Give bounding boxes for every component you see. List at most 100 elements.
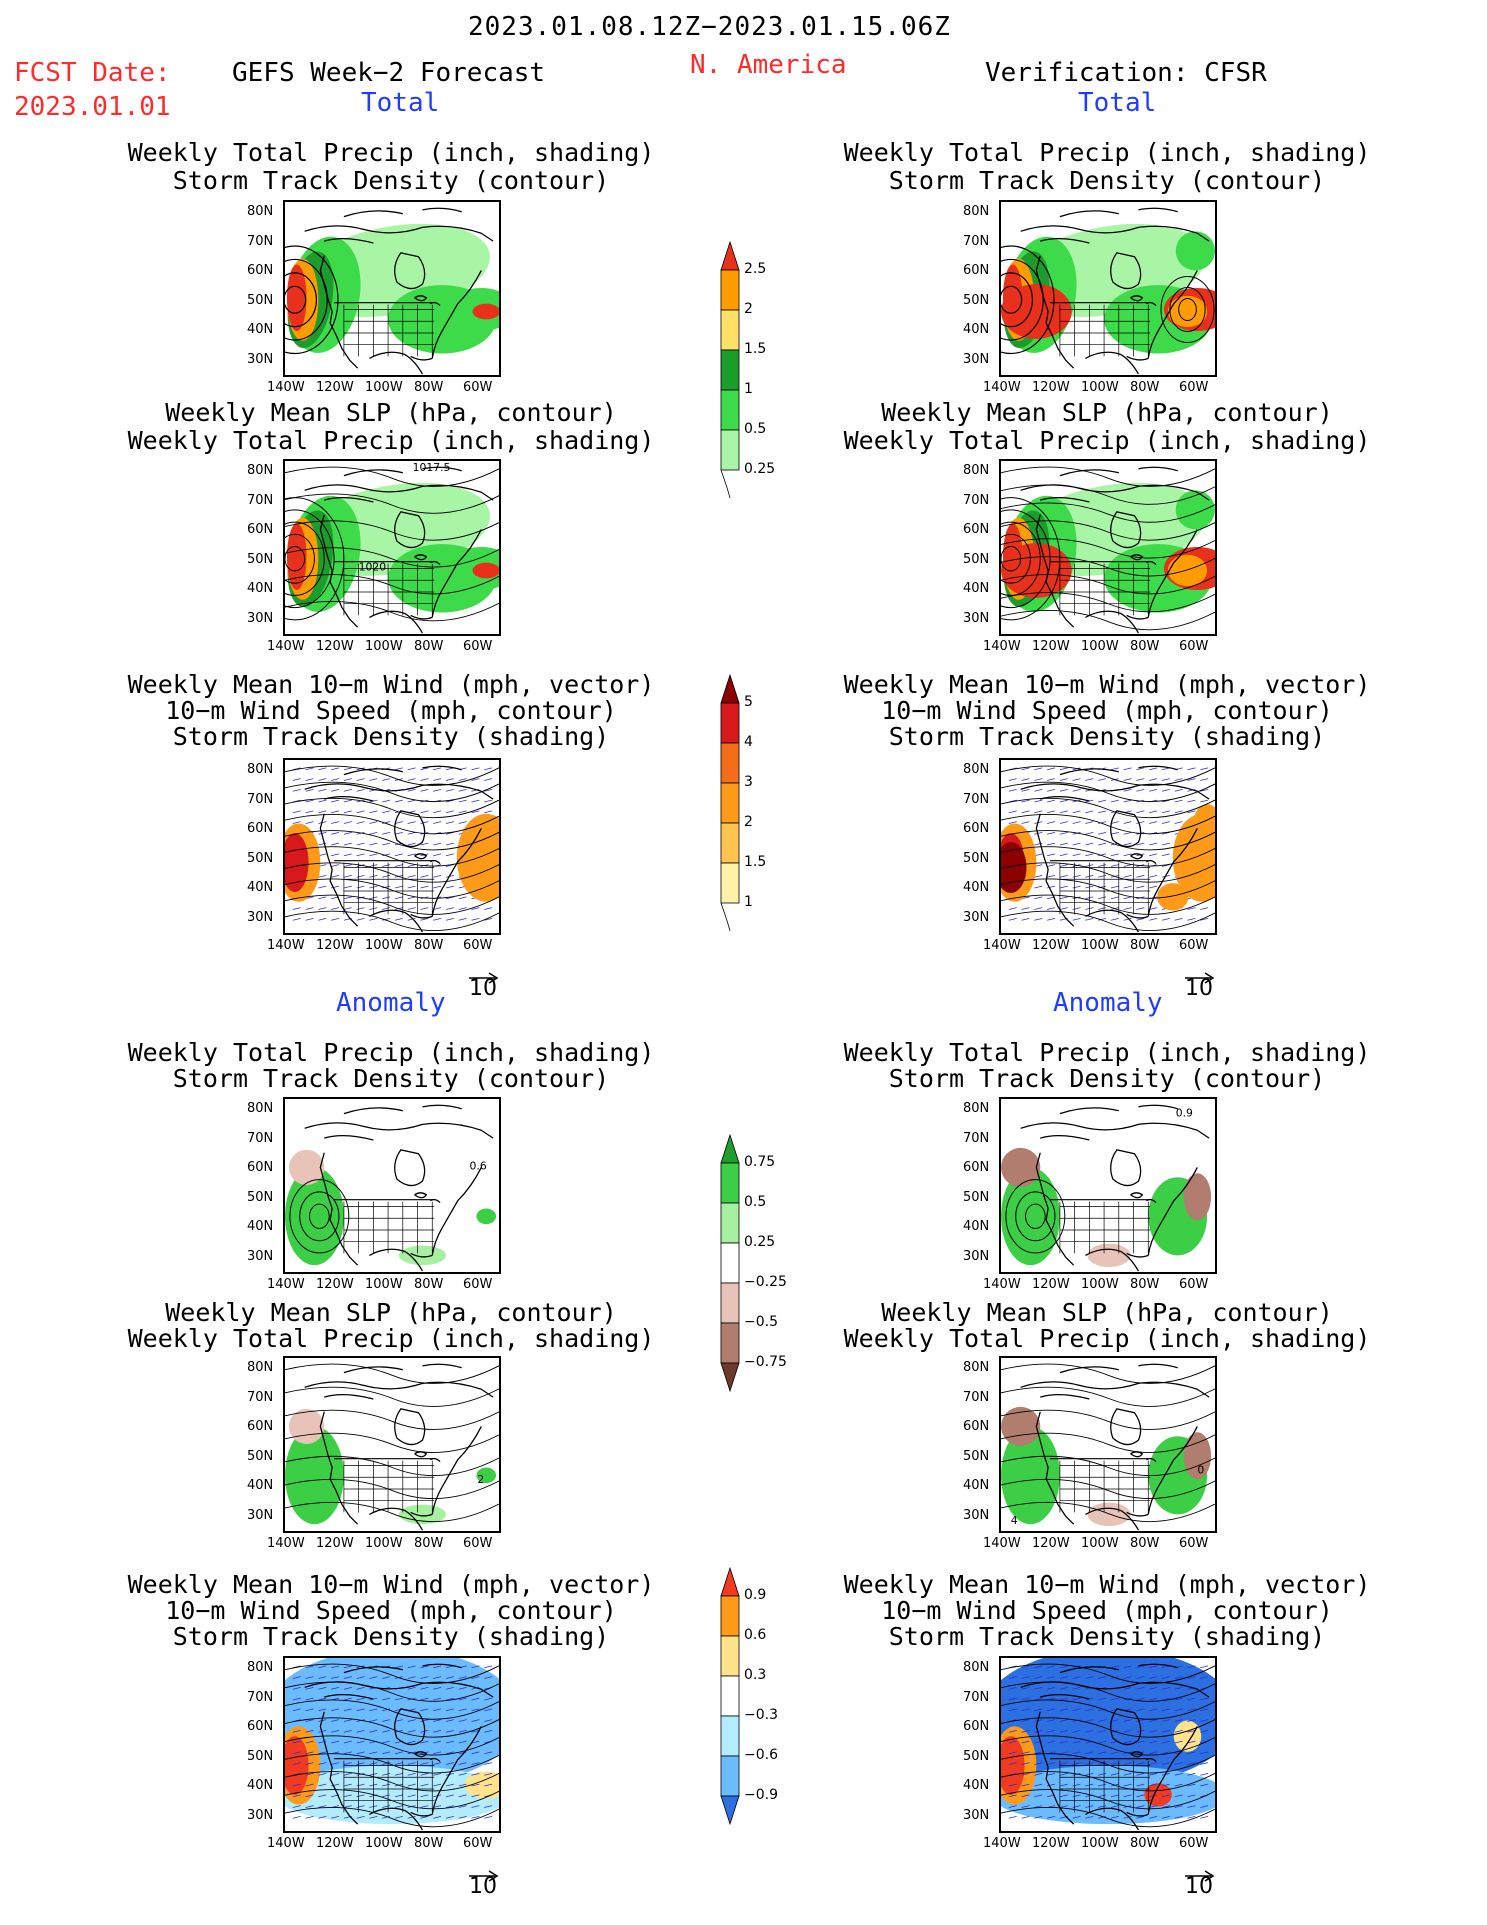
lat-label: 80N: [963, 1101, 990, 1116]
map-plot: [285, 207, 499, 375]
contour-label: 1017.5: [413, 461, 451, 474]
panel-title-line: Weekly Mean SLP (hPa, contour): [165, 398, 617, 427]
lon-label: 120W: [1032, 1836, 1070, 1851]
map-panel-precip-fcst: [283, 200, 501, 377]
lat-label: 30N: [963, 909, 990, 925]
lat-label: 50N: [963, 292, 990, 308]
map-plot: [1001, 466, 1215, 634]
panel-title-line: 10−m Wind Speed (mph, contour): [881, 1596, 1333, 1625]
map-plot: [285, 1658, 499, 1831]
panel-title-line: Storm Track Density (contour): [172, 1064, 610, 1093]
panel-title-line: Weekly Mean 10−m Wind (mph, vector): [843, 670, 1371, 699]
lat-label: 60N: [963, 263, 990, 278]
map-plot: 0.6: [285, 1104, 497, 1272]
section-total-right: Total: [1078, 88, 1157, 118]
lat-label: 30N: [963, 1248, 990, 1264]
lat-label: 40N: [963, 322, 990, 337]
lon-label: 60W: [463, 639, 493, 654]
lat-label: 80N: [963, 1360, 990, 1375]
lat-label: 40N: [963, 880, 990, 895]
lon-label: 120W: [1032, 1536, 1070, 1551]
lon-label: 80W: [1130, 938, 1160, 953]
lon-label: 140W: [983, 1836, 1021, 1851]
vector-ref-value: 10: [469, 1874, 497, 1899]
lat-label: 70N: [963, 492, 990, 508]
panel-title-line: 10−m Wind Speed (mph, contour): [165, 696, 617, 725]
lat-label: 80N: [247, 1360, 274, 1375]
lat-label: 70N: [247, 492, 274, 508]
lon-label: 80W: [414, 1277, 444, 1292]
contour-label: 0.9: [1176, 1107, 1193, 1120]
lat-label: 70N: [247, 1389, 274, 1405]
map-panel-aslp-fcst: 2: [283, 1356, 501, 1533]
lon-label: 80W: [414, 1536, 444, 1551]
lon-label: 100W: [365, 938, 403, 953]
lon-label: 60W: [1179, 380, 1209, 395]
panel-title-line: Weekly Mean SLP (hPa, contour): [881, 398, 1333, 427]
map-plot: 0.9: [1001, 1104, 1212, 1272]
map-panel-wind-ver: [999, 758, 1217, 935]
lat-label: 60N: [963, 1160, 990, 1175]
lon-label: 120W: [316, 1277, 354, 1292]
lat-label: 70N: [247, 1130, 274, 1146]
colorbar-label: −0.6: [744, 1747, 778, 1763]
colorbar-label: 0.25: [744, 1234, 776, 1250]
colorbar-label: 1.5: [744, 341, 767, 357]
contour-label: 1020: [359, 560, 387, 573]
lat-label: 50N: [247, 1748, 274, 1764]
contour-label: 0: [1197, 1463, 1204, 1476]
lat-label: 40N: [247, 880, 274, 895]
colorbar-precip-total: [720, 240, 740, 540]
colorbar-track-anom: [720, 1566, 740, 1906]
lat-label: 30N: [247, 610, 274, 626]
section-anomaly-left: Anomaly: [336, 988, 446, 1018]
lon-label: 100W: [1081, 938, 1119, 953]
map-plot: [285, 765, 499, 933]
lon-label: 140W: [267, 380, 305, 395]
map-plot: 1017.5 1020: [285, 461, 499, 634]
lat-label: 60N: [247, 1419, 274, 1434]
colorbar-label: 4: [744, 734, 753, 750]
lat-label: 40N: [963, 581, 990, 596]
contour-label: 2: [477, 1473, 484, 1486]
panel-title-line: Storm Track Density (shading): [172, 1622, 610, 1651]
lat-label: 50N: [963, 1748, 990, 1764]
lat-label: 30N: [963, 1807, 990, 1823]
colorbar-label: 0.75: [744, 1154, 776, 1170]
vector-ref-value: 10: [1185, 976, 1213, 1001]
lat-label: 60N: [247, 263, 274, 278]
panel-title-line: Weekly Total Precip (inch, shading): [127, 138, 655, 167]
lon-label: 100W: [1081, 1836, 1119, 1851]
lon-label: 80W: [414, 938, 444, 953]
vector-ref-arrow: [467, 965, 499, 990]
lon-label: 60W: [463, 1536, 493, 1551]
lat-label: 30N: [247, 351, 274, 367]
panel-title-line: 10−m Wind Speed (mph, contour): [881, 696, 1333, 725]
lon-label: 60W: [1179, 1836, 1209, 1851]
colorbar-label: −0.9: [744, 1787, 778, 1803]
lon-label: 120W: [316, 1836, 354, 1851]
lat-label: 70N: [247, 233, 274, 249]
colorbar-track-total: [720, 673, 740, 973]
lat-label: 80N: [963, 1660, 990, 1675]
colorbar-label: 0.5: [744, 421, 767, 437]
lon-label: 80W: [1130, 1536, 1160, 1551]
contour-label: 4: [1011, 1514, 1018, 1527]
map-panel-aprecip-ver: 0.9: [999, 1097, 1217, 1274]
lat-label: 60N: [247, 821, 274, 836]
panel-title-line: Weekly Mean 10−m Wind (mph, vector): [843, 1570, 1371, 1599]
panel-title-line: Storm Track Density (shading): [172, 722, 610, 751]
map-panel-slp-ver: [999, 459, 1217, 636]
lat-label: 80N: [247, 762, 274, 777]
lon-label: 100W: [1081, 1277, 1119, 1292]
lat-label: 30N: [247, 1248, 274, 1264]
colorbar-precip-anom: [720, 1133, 740, 1473]
lat-label: 50N: [247, 850, 274, 866]
panel-title-line: Storm Track Density (contour): [888, 1064, 1326, 1093]
lon-label: 140W: [983, 1277, 1021, 1292]
map-panel-awind-ver: [999, 1656, 1217, 1833]
panel-title-line: Storm Track Density (contour): [888, 166, 1326, 195]
lat-label: 30N: [963, 610, 990, 626]
colorbar-label: 1.5: [744, 854, 767, 870]
